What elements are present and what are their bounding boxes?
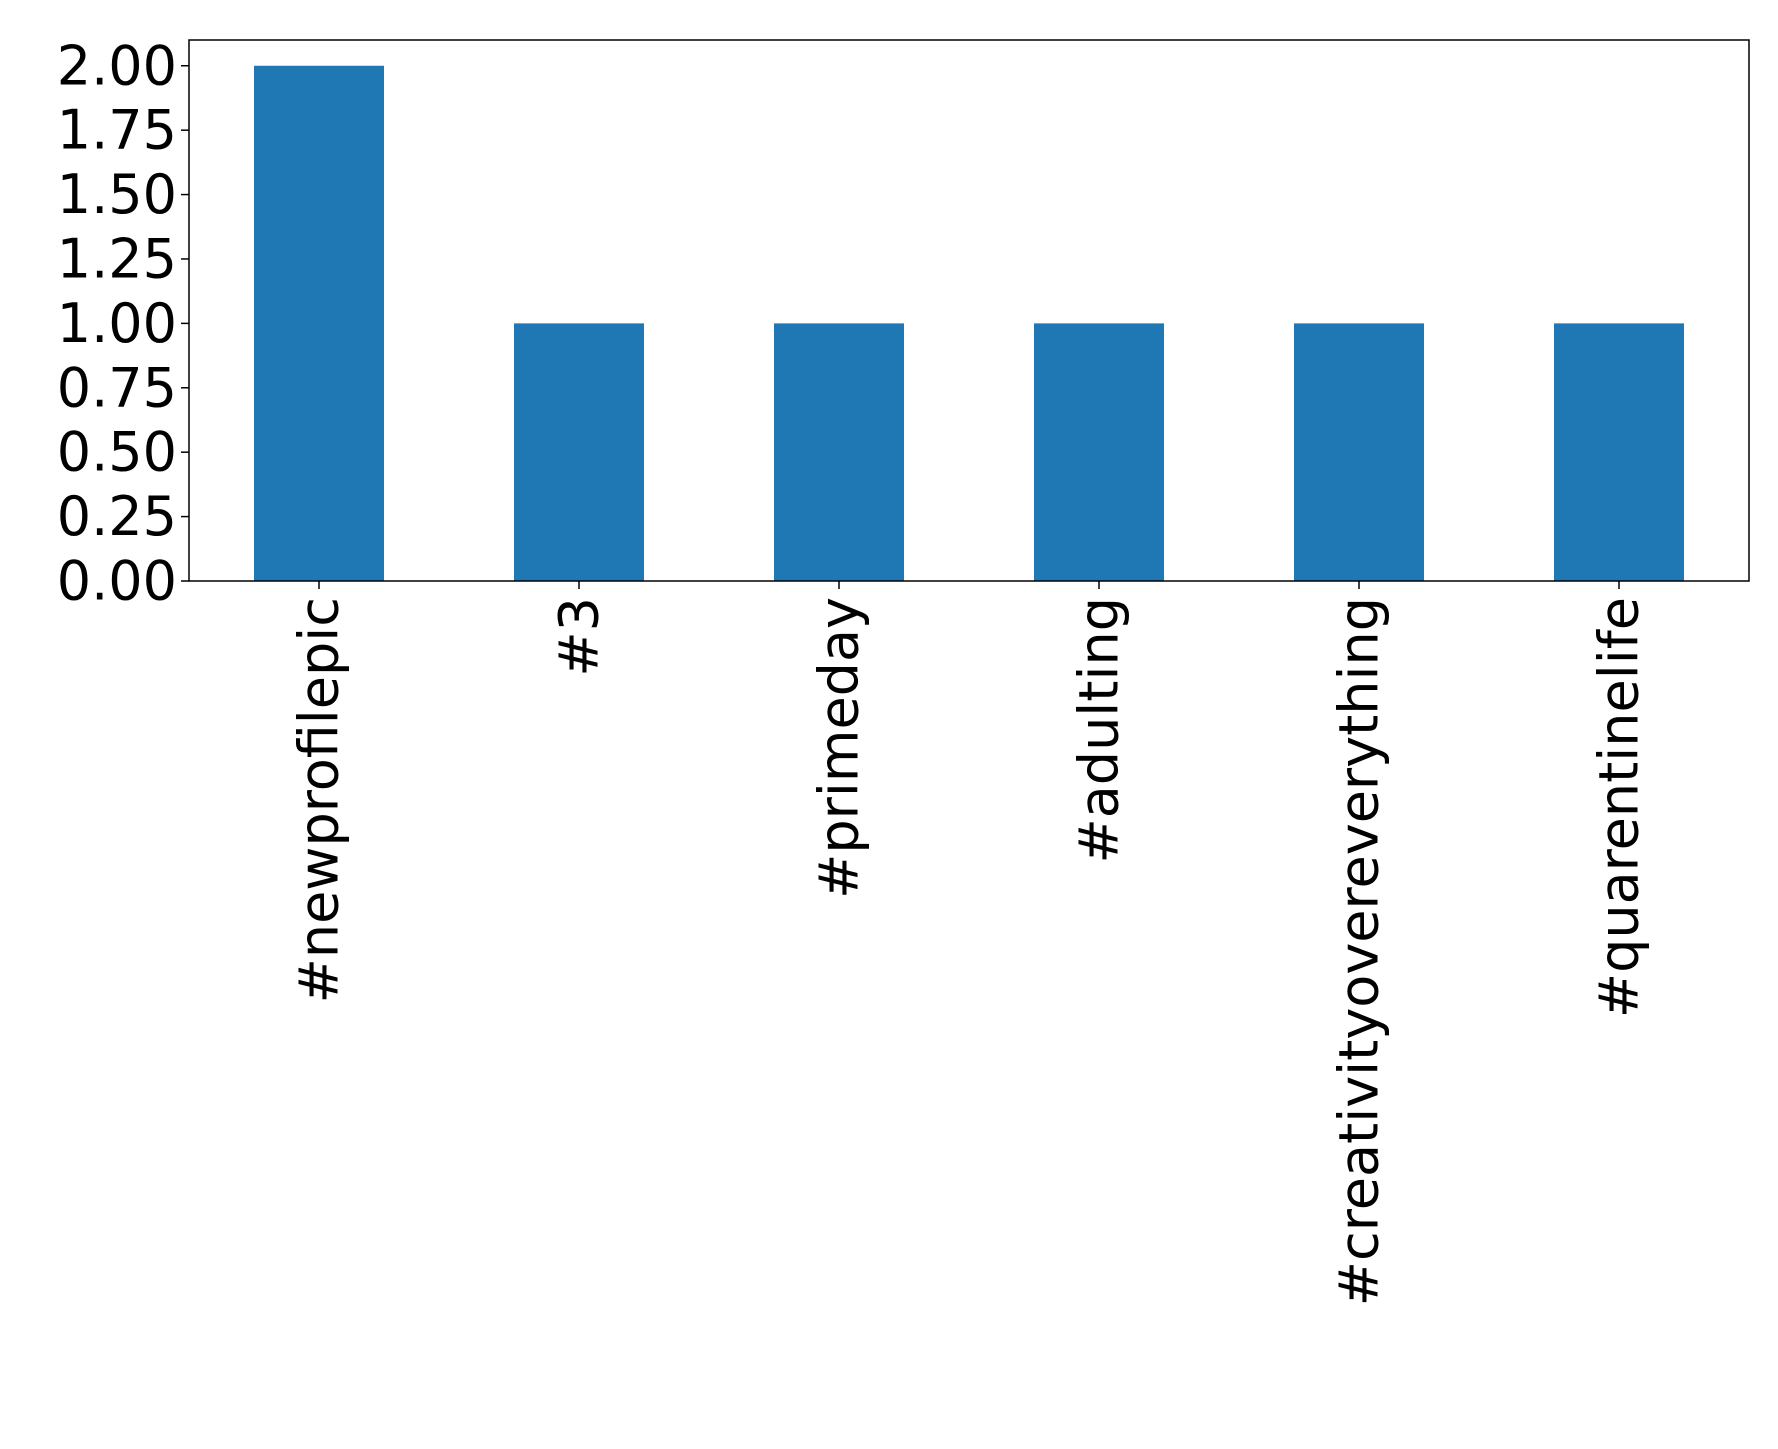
plot-frame: [188, 39, 1750, 582]
x-tick-label: #primeday: [808, 597, 871, 899]
y-tick-label: 0.00: [57, 550, 177, 613]
bar: [1554, 323, 1684, 581]
y-tick-label: 0.75: [57, 356, 177, 419]
bar: [254, 65, 384, 581]
y-tick-label: 0.50: [57, 421, 177, 484]
y-tick-label: 1.75: [57, 99, 177, 162]
y-tick-label: 1.50: [57, 163, 177, 226]
bar: [1294, 323, 1424, 581]
x-tick-label: #creativityovereverything: [1328, 597, 1391, 1306]
x-tick-label: #quarentinelife: [1588, 597, 1651, 1018]
bar: [774, 323, 904, 581]
x-tick-label: #newprofilepic: [288, 597, 351, 1003]
y-tick-label: 2.00: [57, 34, 177, 97]
bar: [1034, 323, 1164, 581]
y-tick-label: 0.25: [57, 485, 177, 548]
bar: [514, 323, 644, 581]
x-tick-label: #3: [548, 597, 611, 677]
y-tick-label: 1.25: [57, 227, 177, 290]
y-tick-label: 1.00: [57, 292, 177, 355]
x-tick-label: #adulting: [1068, 597, 1131, 864]
